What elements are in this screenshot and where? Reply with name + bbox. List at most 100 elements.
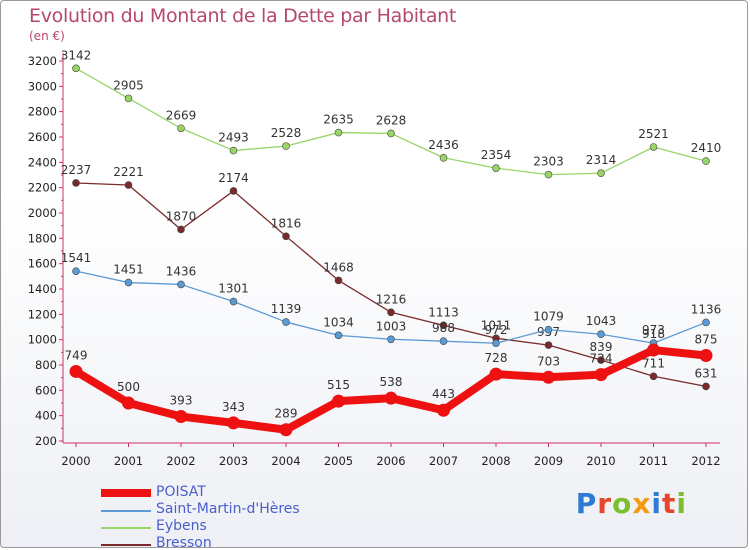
- legend-label: Saint-Martin-d'Hères: [156, 501, 300, 517]
- data-point: [702, 382, 710, 391]
- data-label: 2528: [271, 126, 302, 140]
- data-label: 2635: [323, 113, 354, 127]
- data-label: 1136: [691, 302, 722, 316]
- y-tick-label: 1000: [28, 333, 57, 347]
- data-point: [699, 349, 713, 362]
- data-label: 973: [642, 323, 665, 337]
- data-point: [72, 267, 80, 275]
- legend-label: Bresson: [156, 535, 212, 548]
- data-point: [387, 308, 395, 317]
- data-label: 2628: [376, 113, 407, 127]
- data-point: [492, 164, 500, 172]
- y-tick-label: 1200: [28, 307, 57, 321]
- x-tick-label: 2006: [376, 454, 405, 468]
- x-tick-label: 2001: [114, 454, 143, 468]
- data-label: 918: [642, 327, 665, 341]
- data-point: [649, 143, 658, 151]
- data-label: 2354: [481, 148, 512, 162]
- data-label: 1034: [323, 315, 354, 329]
- logo-letter: o: [612, 487, 633, 520]
- data-label: 1139: [271, 302, 302, 316]
- data-label: 2905: [113, 78, 144, 92]
- x-tick-label: 2003: [219, 454, 248, 468]
- legend-swatch: [101, 489, 151, 497]
- data-point: [702, 318, 710, 327]
- data-label: 1113: [428, 305, 459, 319]
- data-label: 1079: [533, 310, 564, 324]
- data-label: 1436: [166, 264, 197, 278]
- x-tick-label: 2009: [534, 454, 563, 468]
- y-axis-unit: (en €): [29, 29, 65, 43]
- data-label: 1043: [586, 314, 617, 328]
- data-point: [597, 356, 605, 364]
- data-point: [542, 370, 555, 384]
- data-label: 3142: [61, 48, 92, 62]
- x-tick-label: 2007: [429, 454, 458, 468]
- data-point: [282, 232, 290, 241]
- x-tick-label: 2012: [691, 454, 720, 468]
- data-point: [124, 181, 133, 189]
- data-label: 289: [275, 407, 298, 421]
- y-tick-label: 200: [35, 434, 57, 448]
- data-point: [489, 367, 503, 381]
- data-label: 724: [590, 352, 613, 366]
- data-point: [177, 280, 185, 289]
- data-point: [279, 423, 293, 437]
- data-point: [174, 410, 188, 424]
- data-point: [124, 94, 133, 103]
- data-point: [334, 276, 343, 285]
- data-point: [72, 179, 80, 187]
- data-label: 2493: [218, 131, 249, 145]
- data-label: 1870: [166, 209, 197, 223]
- data-point: [69, 364, 83, 378]
- data-label: 2174: [218, 171, 249, 185]
- logo-letter: x: [632, 487, 652, 520]
- y-tick-label: 3000: [28, 79, 57, 93]
- y-tick-label: 2200: [28, 181, 57, 195]
- data-label: 2436: [428, 138, 459, 152]
- data-label: 1816: [271, 216, 302, 230]
- data-label: 2410: [691, 141, 722, 155]
- logo-letter: t: [662, 487, 677, 520]
- data-label: 343: [222, 400, 245, 414]
- data-point: [334, 128, 343, 137]
- x-tick-label: 2008: [481, 454, 510, 468]
- logo-letter: i: [651, 487, 662, 520]
- data-point: [492, 339, 500, 348]
- data-point: [124, 278, 133, 287]
- data-label: 1216: [376, 292, 407, 306]
- data-point: [597, 330, 605, 339]
- y-tick-label: 800: [35, 358, 57, 372]
- data-label: 711: [642, 356, 665, 370]
- y-tick-label: 3200: [28, 54, 57, 68]
- data-point: [702, 157, 710, 165]
- y-tick-label: 600: [35, 383, 57, 397]
- data-point: [177, 225, 185, 234]
- y-tick-label: 2400: [28, 155, 57, 169]
- data-point: [282, 142, 290, 150]
- legend-swatch: [101, 544, 151, 546]
- data-point: [594, 368, 608, 382]
- logo-letter: r: [597, 487, 613, 520]
- data-point: [334, 331, 343, 340]
- y-tick-label: 1800: [28, 231, 57, 245]
- data-label: 2669: [166, 108, 197, 122]
- proxiti-logo: Proxiti: [576, 487, 687, 520]
- data-point: [177, 124, 185, 133]
- chart-title: Evolution du Montant de la Dette par Hab…: [29, 5, 457, 27]
- data-point: [544, 170, 553, 179]
- data-label: 839: [590, 340, 613, 354]
- data-label: 1011: [481, 318, 512, 332]
- data-point: [387, 129, 395, 138]
- data-label: 538: [380, 375, 403, 389]
- data-label: 393: [170, 394, 193, 408]
- y-tick-label: 1600: [28, 257, 57, 271]
- logo-letter: i: [676, 487, 687, 520]
- data-label: 1003: [376, 319, 407, 333]
- data-point: [647, 343, 660, 357]
- data-label: 2303: [533, 155, 564, 169]
- x-tick-label: 2000: [61, 454, 90, 468]
- y-tick-label: 2000: [28, 206, 57, 220]
- x-tick-label: 2004: [271, 454, 300, 468]
- data-point: [544, 341, 553, 349]
